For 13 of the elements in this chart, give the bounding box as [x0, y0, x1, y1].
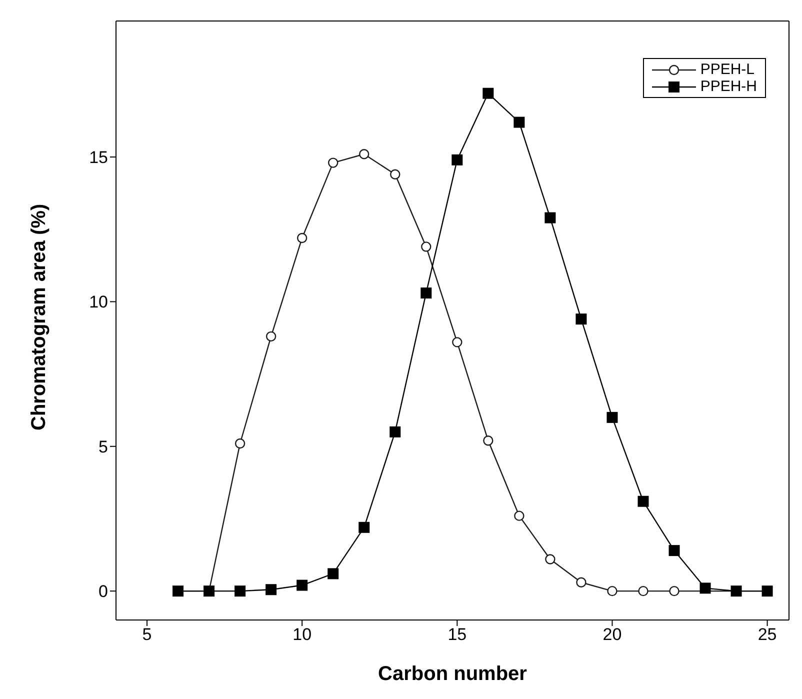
legend-label: PPEH-H — [700, 78, 757, 95]
y-tick-label: 0 — [98, 582, 108, 602]
y-tick-label: 5 — [98, 437, 108, 456]
x-tick-label: 20 — [602, 625, 622, 644]
y-tick-label: 10 — [89, 292, 108, 312]
x-tick-label: 10 — [292, 625, 312, 644]
y-tick-label: 15 — [89, 148, 108, 168]
legend-label: PPEH-L — [700, 61, 754, 78]
x-tick-label: 5 — [142, 625, 152, 644]
y-axis-title: Chromatogram area (%) — [28, 204, 50, 430]
x-axis-title: Carbon number — [378, 663, 528, 685]
x-tick-label: 25 — [758, 625, 777, 644]
x-tick-label: 15 — [448, 625, 467, 644]
